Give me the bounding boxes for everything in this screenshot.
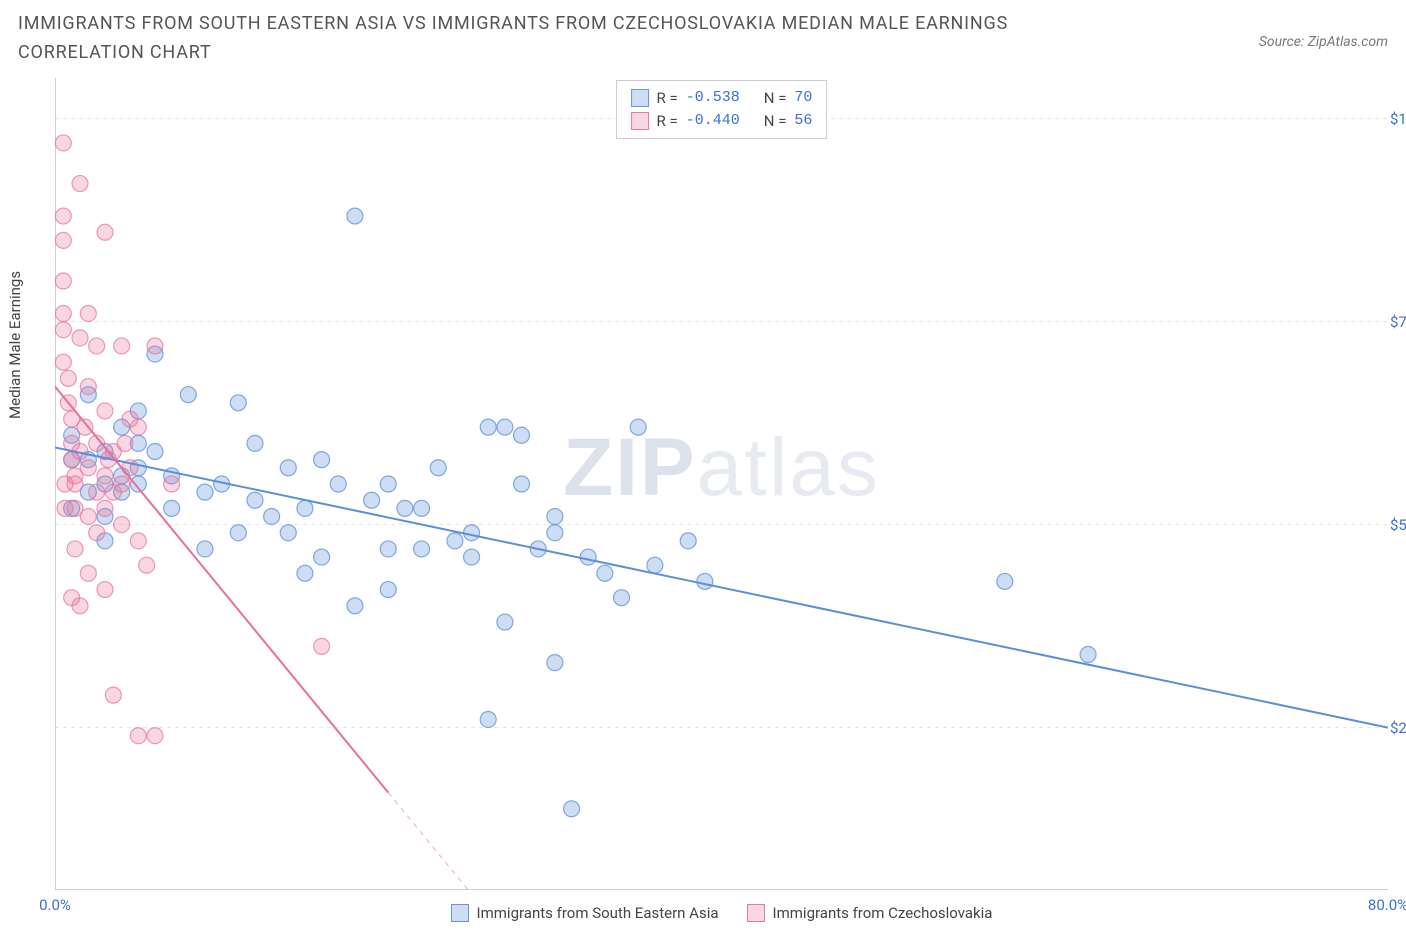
legend-item-cz: Immigrants from Czechoslovakia bbox=[747, 904, 993, 922]
r-value-cz: -0.440 bbox=[686, 110, 740, 133]
header: IMMIGRANTS FROM SOUTH EASTERN ASIA VS IM… bbox=[0, 0, 1406, 68]
y-tick-label: $100,000 bbox=[1382, 110, 1406, 128]
r-label: R = bbox=[657, 87, 678, 110]
n-value-sea: 70 bbox=[794, 87, 812, 110]
legend-swatch-cz bbox=[747, 904, 765, 922]
y-tick-label: $25,000 bbox=[1382, 719, 1406, 737]
n-label: N = bbox=[764, 87, 787, 110]
swatch-cz bbox=[631, 112, 649, 130]
y-axis-label: Median Male Earnings bbox=[6, 271, 24, 419]
chart-title: IMMIGRANTS FROM SOUTH EASTERN ASIA VS IM… bbox=[18, 10, 1118, 68]
r-label-2: R = bbox=[657, 110, 678, 133]
stats-row-cz: R = -0.440 N = 56 bbox=[631, 110, 813, 133]
series-legend: Immigrants from South Eastern Asia Immig… bbox=[55, 904, 1388, 922]
legend-label-sea: Immigrants from South Eastern Asia bbox=[477, 904, 719, 922]
y-tick-label: $50,000 bbox=[1382, 516, 1406, 534]
n-value-cz: 56 bbox=[794, 110, 812, 133]
chart-area: Median Male Earnings ZIPatlas R = -0.538… bbox=[55, 78, 1388, 890]
n-label-2: N = bbox=[764, 110, 787, 133]
scatter-plot bbox=[55, 78, 1388, 890]
swatch-sea bbox=[631, 89, 649, 107]
stats-row-sea: R = -0.538 N = 70 bbox=[631, 87, 813, 110]
chart-container: IMMIGRANTS FROM SOUTH EASTERN ASIA VS IM… bbox=[0, 0, 1406, 930]
source-attribution: Source: ZipAtlas.com bbox=[1259, 10, 1388, 50]
legend-label-cz: Immigrants from Czechoslovakia bbox=[773, 904, 993, 922]
legend-swatch-sea bbox=[451, 904, 469, 922]
r-value-sea: -0.538 bbox=[686, 87, 740, 110]
stats-legend: R = -0.538 N = 70 R = -0.440 N = 56 bbox=[616, 80, 828, 139]
legend-item-sea: Immigrants from South Eastern Asia bbox=[451, 904, 719, 922]
y-tick-label: $75,000 bbox=[1382, 313, 1406, 331]
